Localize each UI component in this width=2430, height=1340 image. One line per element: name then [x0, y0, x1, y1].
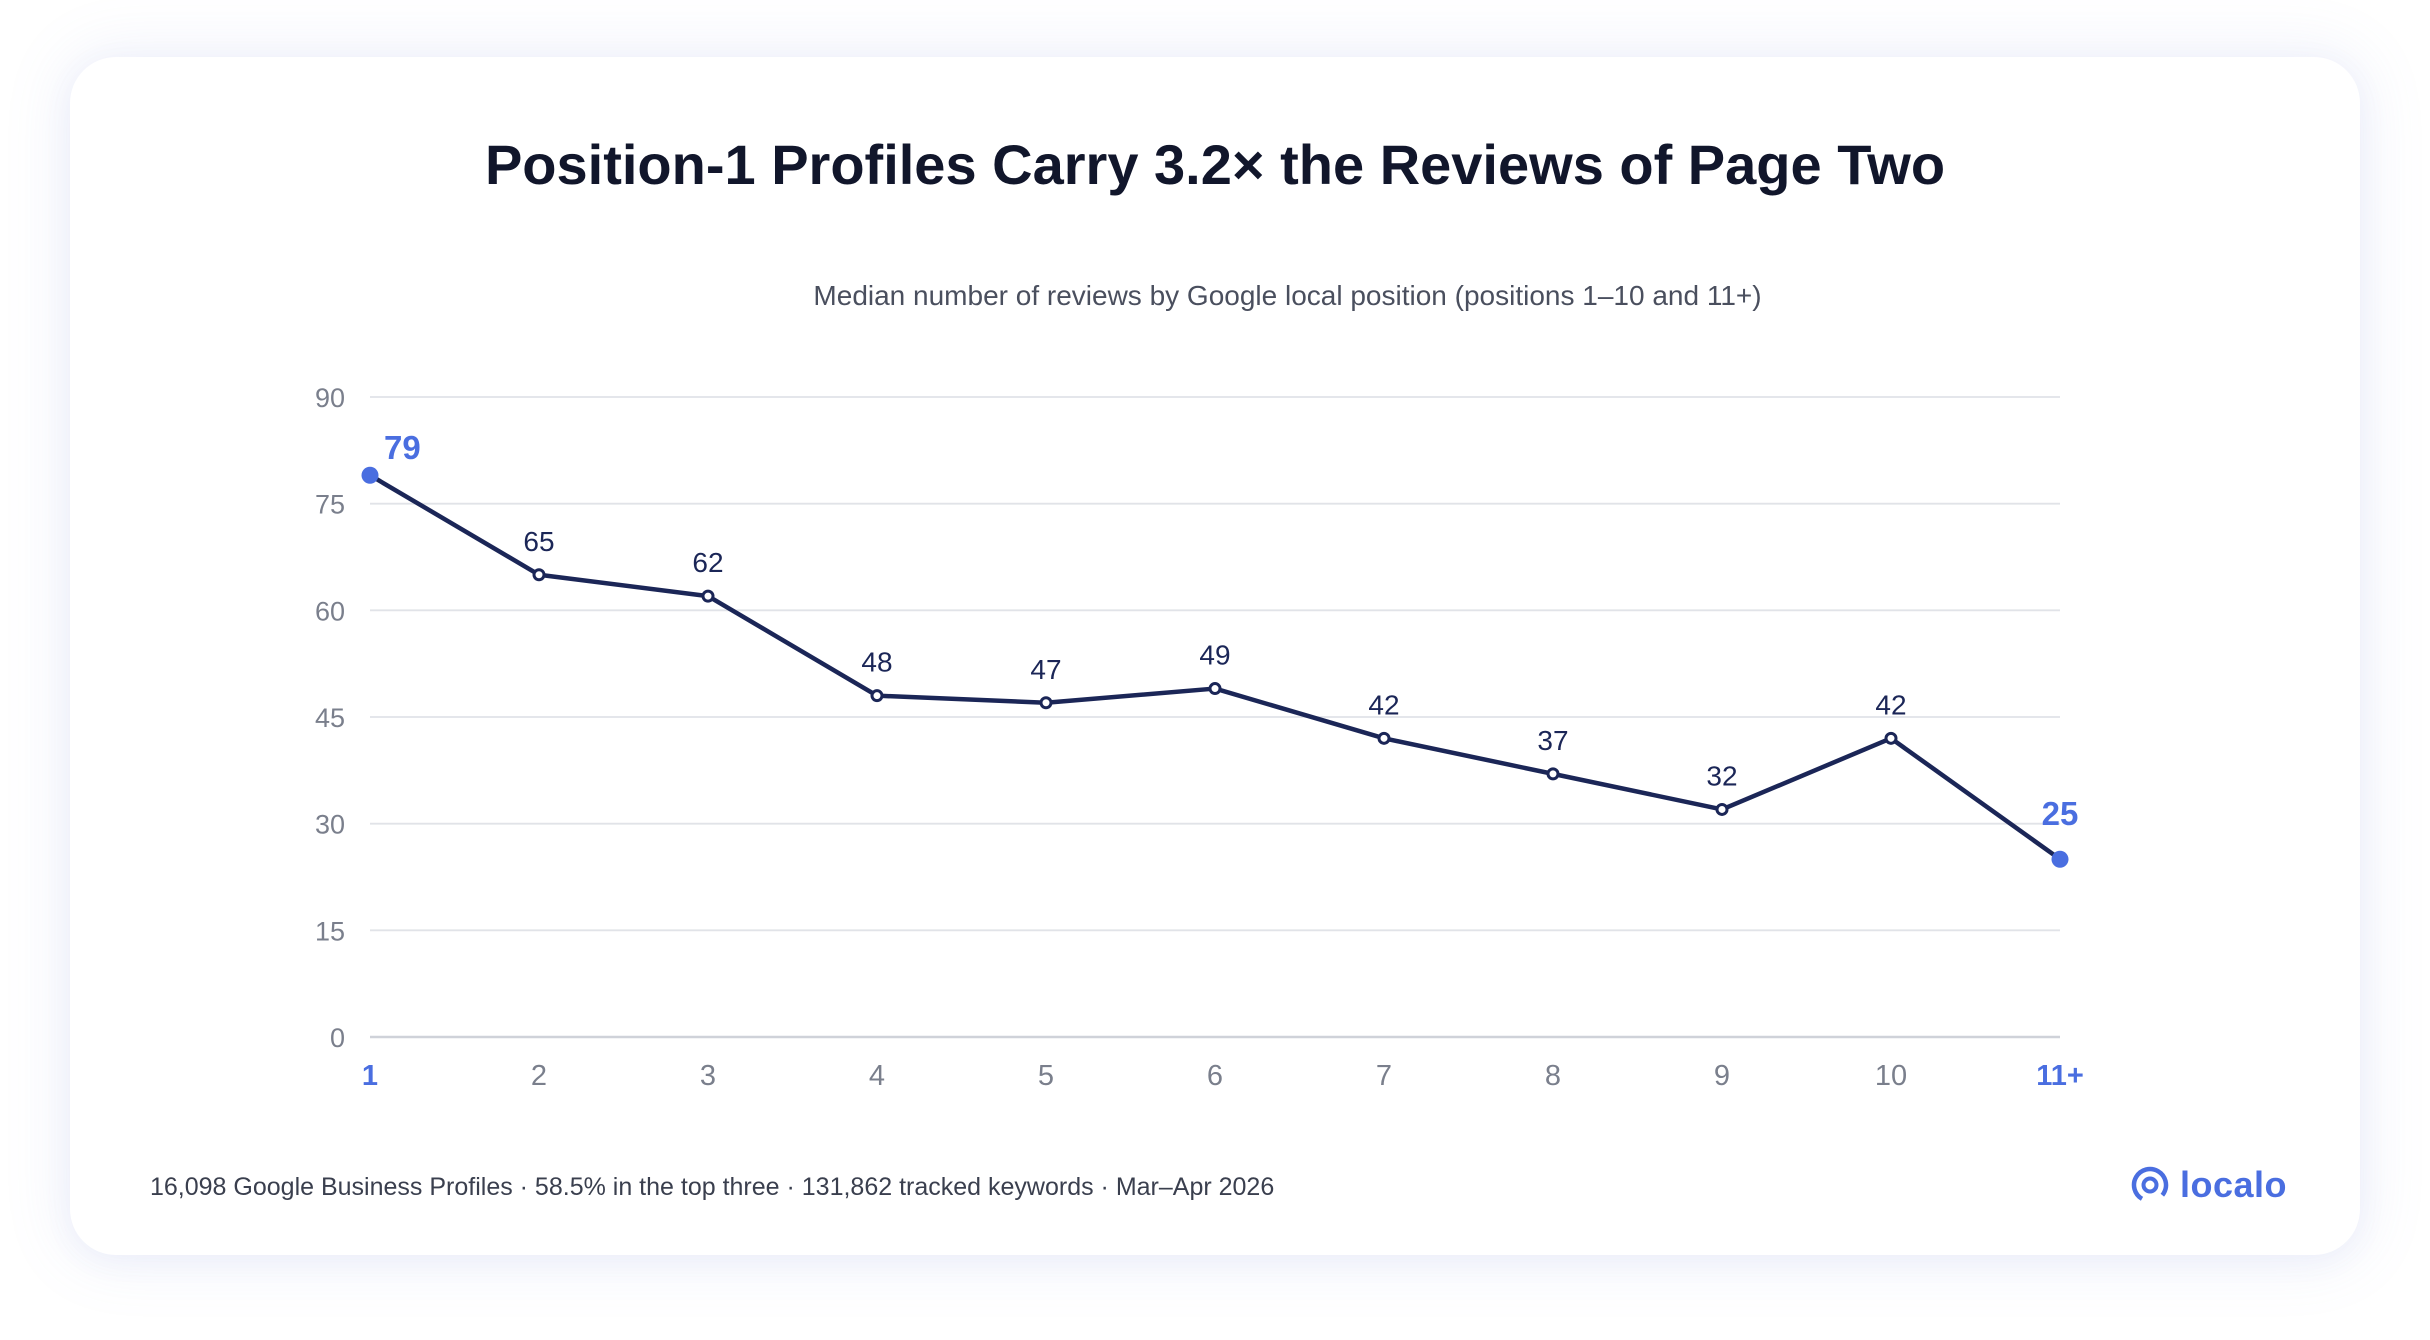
data-label: 25: [2042, 795, 2079, 832]
footer-note: 16,098 Google Business Profiles · 58.5% …: [150, 1173, 1275, 1201]
data-label: 37: [1537, 725, 1568, 756]
location-pin-icon: [2131, 1166, 2169, 1204]
x-tick-label: 9: [1714, 1060, 1730, 1092]
x-tick-label: 11+: [2036, 1060, 2084, 1092]
x-tick-label: 4: [869, 1060, 885, 1092]
data-point: [532, 568, 546, 582]
y-tick-label: 15: [315, 916, 345, 946]
x-tick-label: 7: [1376, 1060, 1392, 1092]
data-label: 49: [1199, 640, 1230, 671]
x-tick-label: 3: [700, 1060, 716, 1092]
data-label: 42: [1368, 689, 1399, 720]
data-point: [1546, 767, 1560, 781]
y-tick-label: 0: [330, 1023, 345, 1053]
y-tick-label: 90: [315, 383, 345, 413]
x-tick-label: 6: [1207, 1060, 1223, 1092]
data-label: 62: [692, 547, 723, 578]
data-label: 42: [1875, 689, 1906, 720]
x-tick-label: 2: [531, 1060, 547, 1092]
data-labels: 79 65 62 48 47 49 42 37 32 42 25: [384, 429, 2078, 832]
data-label: 47: [1030, 654, 1061, 685]
data-label: 65: [523, 526, 554, 557]
chart-title: Position-1 Profiles Carry 3.2× the Revie…: [484, 133, 1946, 196]
data-point: [1208, 682, 1222, 696]
y-axis-ticks: 0 15 30 45 60 75 90: [315, 383, 345, 1053]
y-tick-label: 60: [315, 596, 345, 626]
y-tick-label: 45: [315, 703, 345, 733]
data-label: 32: [1706, 760, 1737, 791]
x-tick-label: 10: [1875, 1060, 1907, 1092]
data-point: [1884, 731, 1898, 745]
grid-lines: [370, 396, 2060, 1039]
data-point-highlight: [2051, 850, 2069, 868]
data-point: [1039, 696, 1053, 710]
brand-logo: localo: [2128, 1163, 2287, 1207]
data-label: 79: [384, 429, 421, 466]
y-tick-label: 75: [315, 490, 345, 520]
chart-subtitle: Median number of reviews by Google local…: [813, 280, 1762, 311]
data-point: [870, 689, 884, 703]
y-tick-label: 30: [315, 810, 345, 840]
logo-text: localo: [2180, 1164, 2288, 1205]
data-point: [1715, 802, 1729, 816]
x-tick-label: 1: [362, 1060, 378, 1092]
data-label: 48: [861, 647, 892, 678]
data-point: [1377, 731, 1391, 745]
x-axis-ticks: 1 2 3 4 5 6 7 8 9 10 11+: [362, 1060, 2084, 1092]
data-point-highlight: [361, 466, 379, 484]
data-points: [361, 466, 2069, 868]
x-tick-label: 5: [1038, 1060, 1054, 1092]
x-tick-label: 8: [1545, 1060, 1561, 1092]
data-point: [701, 589, 715, 603]
chart-card: [70, 57, 2360, 1255]
